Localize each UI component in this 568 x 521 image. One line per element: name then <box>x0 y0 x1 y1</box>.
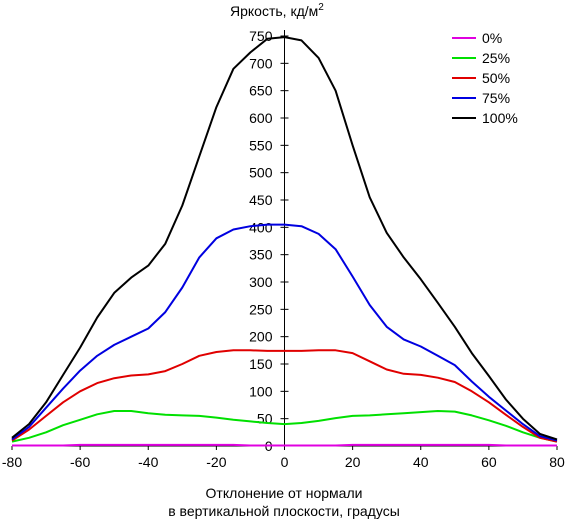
x-tick-label: 20 <box>345 454 361 470</box>
y-tick-label: 300 <box>249 274 273 290</box>
y-tick-label: 200 <box>249 329 273 345</box>
x-tick-label: 60 <box>481 454 497 470</box>
y-axis-label-superscript: 2 <box>318 2 324 13</box>
x-tick-label: 0 <box>281 454 289 470</box>
y-tick-label: 350 <box>249 247 273 263</box>
y-tick-label: 250 <box>249 301 273 317</box>
legend: 0% 25% 50% 75% 100% <box>452 30 518 126</box>
y-tick-label: 450 <box>249 192 273 208</box>
series-line-75pct <box>11 223 558 442</box>
x-tick-label: -60 <box>70 454 90 470</box>
series-line-50pct <box>11 349 558 443</box>
axes: -80 -60 -40 -20 0 20 40 60 800501001502002503003… <box>2 28 565 470</box>
legend-label: 25% <box>482 50 510 66</box>
series-line-100pct <box>11 36 558 441</box>
x-tick-label: -80 <box>2 454 22 470</box>
y-axis-label: Яркость, кд/м <box>230 3 318 19</box>
legend-label: 100% <box>482 110 518 126</box>
y-axis-title: Яркость, кд/м2 <box>230 2 324 19</box>
x-tick-label: -20 <box>206 454 226 470</box>
series-line-0pct <box>12 443 557 447</box>
series-group <box>11 36 558 447</box>
y-tick-label: 550 <box>249 137 273 153</box>
y-tick-label: 50 <box>257 411 273 427</box>
y-tick-label: 400 <box>249 219 273 235</box>
y-tick-label: 150 <box>249 356 273 372</box>
legend-label: 50% <box>482 70 510 86</box>
x-tick-label: 40 <box>413 454 429 470</box>
y-tick-label: 600 <box>249 110 273 126</box>
y-tick-label: 750 <box>249 28 273 44</box>
y-tick-label: 650 <box>249 83 273 99</box>
y-tick-label: 500 <box>249 165 273 181</box>
y-tick-label: 700 <box>249 55 273 71</box>
x-tick-label: 80 <box>549 454 565 470</box>
x-axis-title-line2: в вертикальной плоскости, градусы <box>168 503 400 519</box>
x-tick-label: -40 <box>138 454 158 470</box>
legend-label: 75% <box>482 90 510 106</box>
y-tick-label: 100 <box>249 383 273 399</box>
x-axis-title-line1: Отклонение от нормали <box>206 485 363 501</box>
series-line-25pct <box>11 410 558 443</box>
legend-label: 0% <box>482 30 502 46</box>
